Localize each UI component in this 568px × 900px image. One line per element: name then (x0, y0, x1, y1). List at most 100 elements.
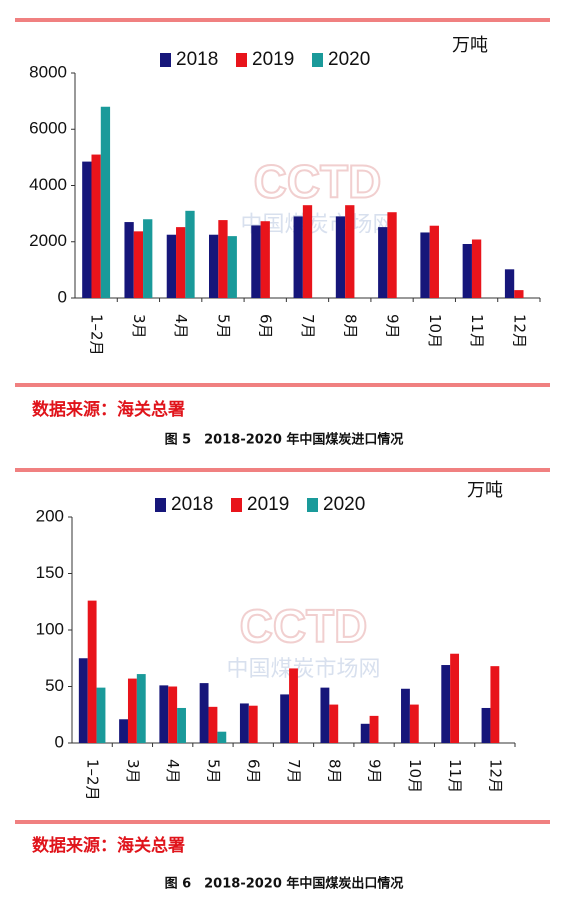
bar (185, 210, 195, 298)
bar (387, 212, 397, 298)
divider (15, 820, 550, 824)
legend-swatch (155, 498, 166, 512)
x-tick-label: 5月 (214, 314, 232, 339)
bar (217, 731, 227, 743)
bar (378, 227, 388, 298)
bar (166, 234, 177, 298)
x-tick-label: 12月 (510, 314, 528, 348)
x-tick-label: 12月 (486, 759, 504, 793)
bar (159, 685, 169, 743)
bar (78, 658, 88, 743)
y-tick-label: 6000 (29, 119, 67, 138)
bar (124, 222, 134, 298)
y-tick-label: 100 (36, 619, 64, 638)
bar (420, 232, 430, 298)
bar (91, 154, 101, 298)
bar (490, 666, 500, 743)
unit: 万吨 (452, 35, 488, 56)
bar (280, 694, 290, 743)
divider (15, 468, 550, 472)
bar (462, 244, 472, 298)
bar (82, 161, 92, 298)
x-tick-label: 6月 (245, 759, 263, 784)
caption: 图 5 2018-2020 年中国煤炭进口情况 (165, 432, 404, 448)
y-tick-label: 2000 (29, 231, 67, 250)
x-tick-label: 6月 (257, 314, 275, 339)
bar (168, 686, 178, 743)
bar (450, 653, 460, 743)
legend-swatch (236, 53, 247, 67)
bar (87, 600, 97, 743)
bar (251, 225, 261, 298)
caption: 图 6 2018-2020 年中国煤炭出口情况 (165, 876, 404, 892)
y-tick-label: 50 (45, 676, 64, 695)
bar (401, 688, 410, 743)
bar (209, 234, 219, 298)
bar (248, 705, 258, 743)
x-tick-label: 8月 (325, 759, 343, 784)
legend-label: 2020 (328, 49, 370, 70)
bar (143, 219, 153, 298)
x-tick-label: 5月 (204, 759, 222, 784)
bar (293, 216, 303, 298)
legend-swatch (160, 53, 171, 67)
x-tick-label: 7月 (285, 759, 303, 784)
legend-label: 2019 (252, 49, 294, 70)
x-tick-label: 3月 (130, 314, 148, 339)
legend-swatch (307, 498, 318, 512)
legend-label: 2020 (323, 494, 365, 515)
bar (96, 687, 106, 743)
x-tick-label: 9月 (384, 314, 402, 339)
x-tick-label: 1–2月 (88, 314, 106, 356)
bar (239, 703, 249, 743)
x-tick-label: 4月 (172, 314, 190, 339)
bar (100, 106, 111, 298)
bar (441, 665, 451, 743)
bar (345, 205, 355, 298)
legend-label: 2018 (171, 494, 213, 515)
bar (481, 707, 491, 743)
source: 数据来源：海关总署 (32, 835, 185, 856)
bar (289, 668, 298, 743)
bar (260, 221, 270, 298)
x-tick-label: 4月 (164, 759, 182, 784)
bar (320, 687, 330, 743)
bar (218, 220, 228, 298)
bar (329, 704, 339, 743)
bar (429, 225, 439, 298)
bar (136, 674, 146, 743)
watermark: 中国煤炭市场网 (226, 657, 380, 682)
legend-swatch (231, 498, 242, 512)
watermark: CCTD (254, 156, 382, 208)
divider (15, 383, 550, 387)
legend-swatch (312, 53, 323, 67)
y-tick-label: 4000 (29, 175, 67, 194)
legend-label: 2018 (176, 49, 218, 70)
bar (302, 205, 313, 298)
x-tick-label: 8月 (341, 314, 359, 339)
y-tick-label: 0 (55, 732, 64, 751)
x-tick-label: 11月 (468, 314, 486, 348)
watermark: CCTD (240, 600, 368, 652)
source: 数据来源：海关总署 (32, 399, 185, 420)
bar (409, 704, 419, 743)
legend-label: 2019 (247, 494, 289, 515)
y-tick-label: 8000 (29, 62, 67, 81)
bar (504, 269, 515, 298)
bar (208, 706, 218, 743)
x-tick-label: 1–2月 (84, 759, 102, 801)
x-tick-label: 10月 (406, 759, 424, 793)
bar (335, 216, 346, 298)
bar (176, 227, 186, 298)
x-tick-label: 3月 (124, 759, 142, 784)
x-tick-label: 10月 (426, 314, 444, 348)
bar (471, 239, 482, 298)
y-tick-label: 0 (58, 287, 67, 306)
x-tick-label: 11月 (446, 759, 464, 793)
y-tick-label: 200 (36, 506, 64, 525)
x-tick-label: 9月 (366, 759, 384, 784)
bar (227, 236, 237, 298)
bar (177, 707, 186, 743)
divider (15, 18, 550, 22)
